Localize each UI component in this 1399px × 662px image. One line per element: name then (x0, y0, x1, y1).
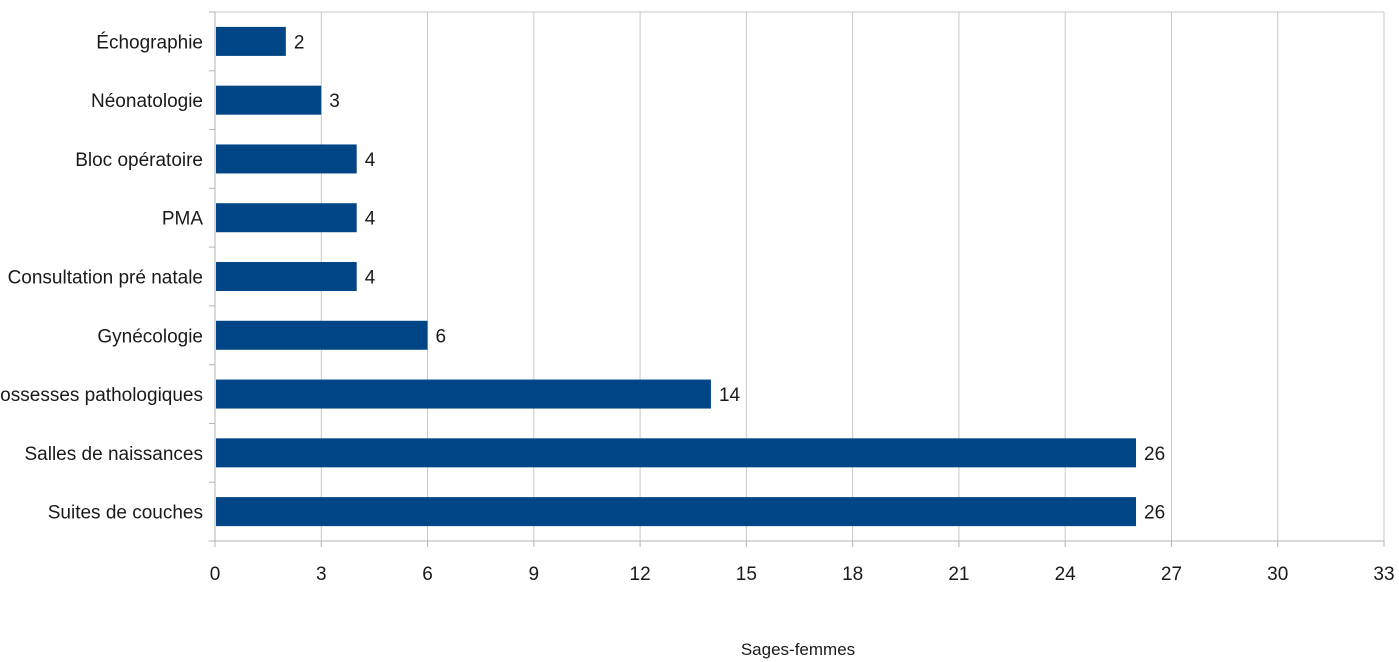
x-tick-label: 27 (1161, 564, 1182, 585)
x-tick-label: 3 (316, 564, 327, 585)
bar (216, 144, 357, 174)
x-tick-label: 6 (422, 564, 433, 585)
x-tick-label: 30 (1267, 564, 1288, 585)
x-tick-label: 15 (736, 564, 757, 585)
category-label: Grossesses pathologiques (0, 385, 203, 406)
axes (209, 11, 1385, 547)
data-label: 4 (365, 209, 376, 230)
x-tick-label: 33 (1373, 564, 1394, 585)
labels: 0 3 6 9 12 15 18 21 24 27 30 33 Échographie 2 Néonatol… (0, 32, 1395, 585)
data-label: 6 (436, 326, 447, 347)
data-label: 26 (1144, 444, 1165, 465)
data-label: 26 (1144, 503, 1165, 524)
data-label: 2 (294, 32, 305, 53)
bar (216, 438, 1137, 468)
category-label: Consultation pré natale (8, 268, 203, 289)
data-label: 3 (329, 91, 340, 112)
category-label: Suites de couches (48, 503, 203, 524)
x-tick-label: 21 (948, 564, 969, 585)
bars (216, 26, 1137, 527)
gridlines (215, 11, 1385, 541)
category-label: Salles de naissances (25, 444, 204, 465)
category-label: Échographie (96, 32, 203, 53)
category-label: Néonatologie (91, 91, 203, 112)
category-label: Gynécologie (97, 326, 203, 347)
x-tick-label: 9 (529, 564, 540, 585)
x-tick-label: 24 (1055, 564, 1077, 585)
data-label: 4 (365, 150, 376, 171)
x-axis-title: Sages-femmes (741, 640, 855, 659)
x-tick-label: 0 (210, 564, 221, 585)
bar (216, 26, 286, 56)
data-label: 4 (365, 268, 376, 289)
bar (216, 85, 322, 115)
bar (216, 203, 357, 233)
category-label: Bloc opératoire (75, 150, 203, 171)
x-tick-label: 18 (842, 564, 863, 585)
bar (216, 497, 1137, 527)
bar (216, 320, 428, 350)
bar (216, 262, 357, 291)
bar (216, 379, 711, 409)
x-tick-label: 12 (630, 564, 651, 585)
category-label: PMA (162, 209, 204, 230)
data-label: 14 (719, 385, 741, 406)
